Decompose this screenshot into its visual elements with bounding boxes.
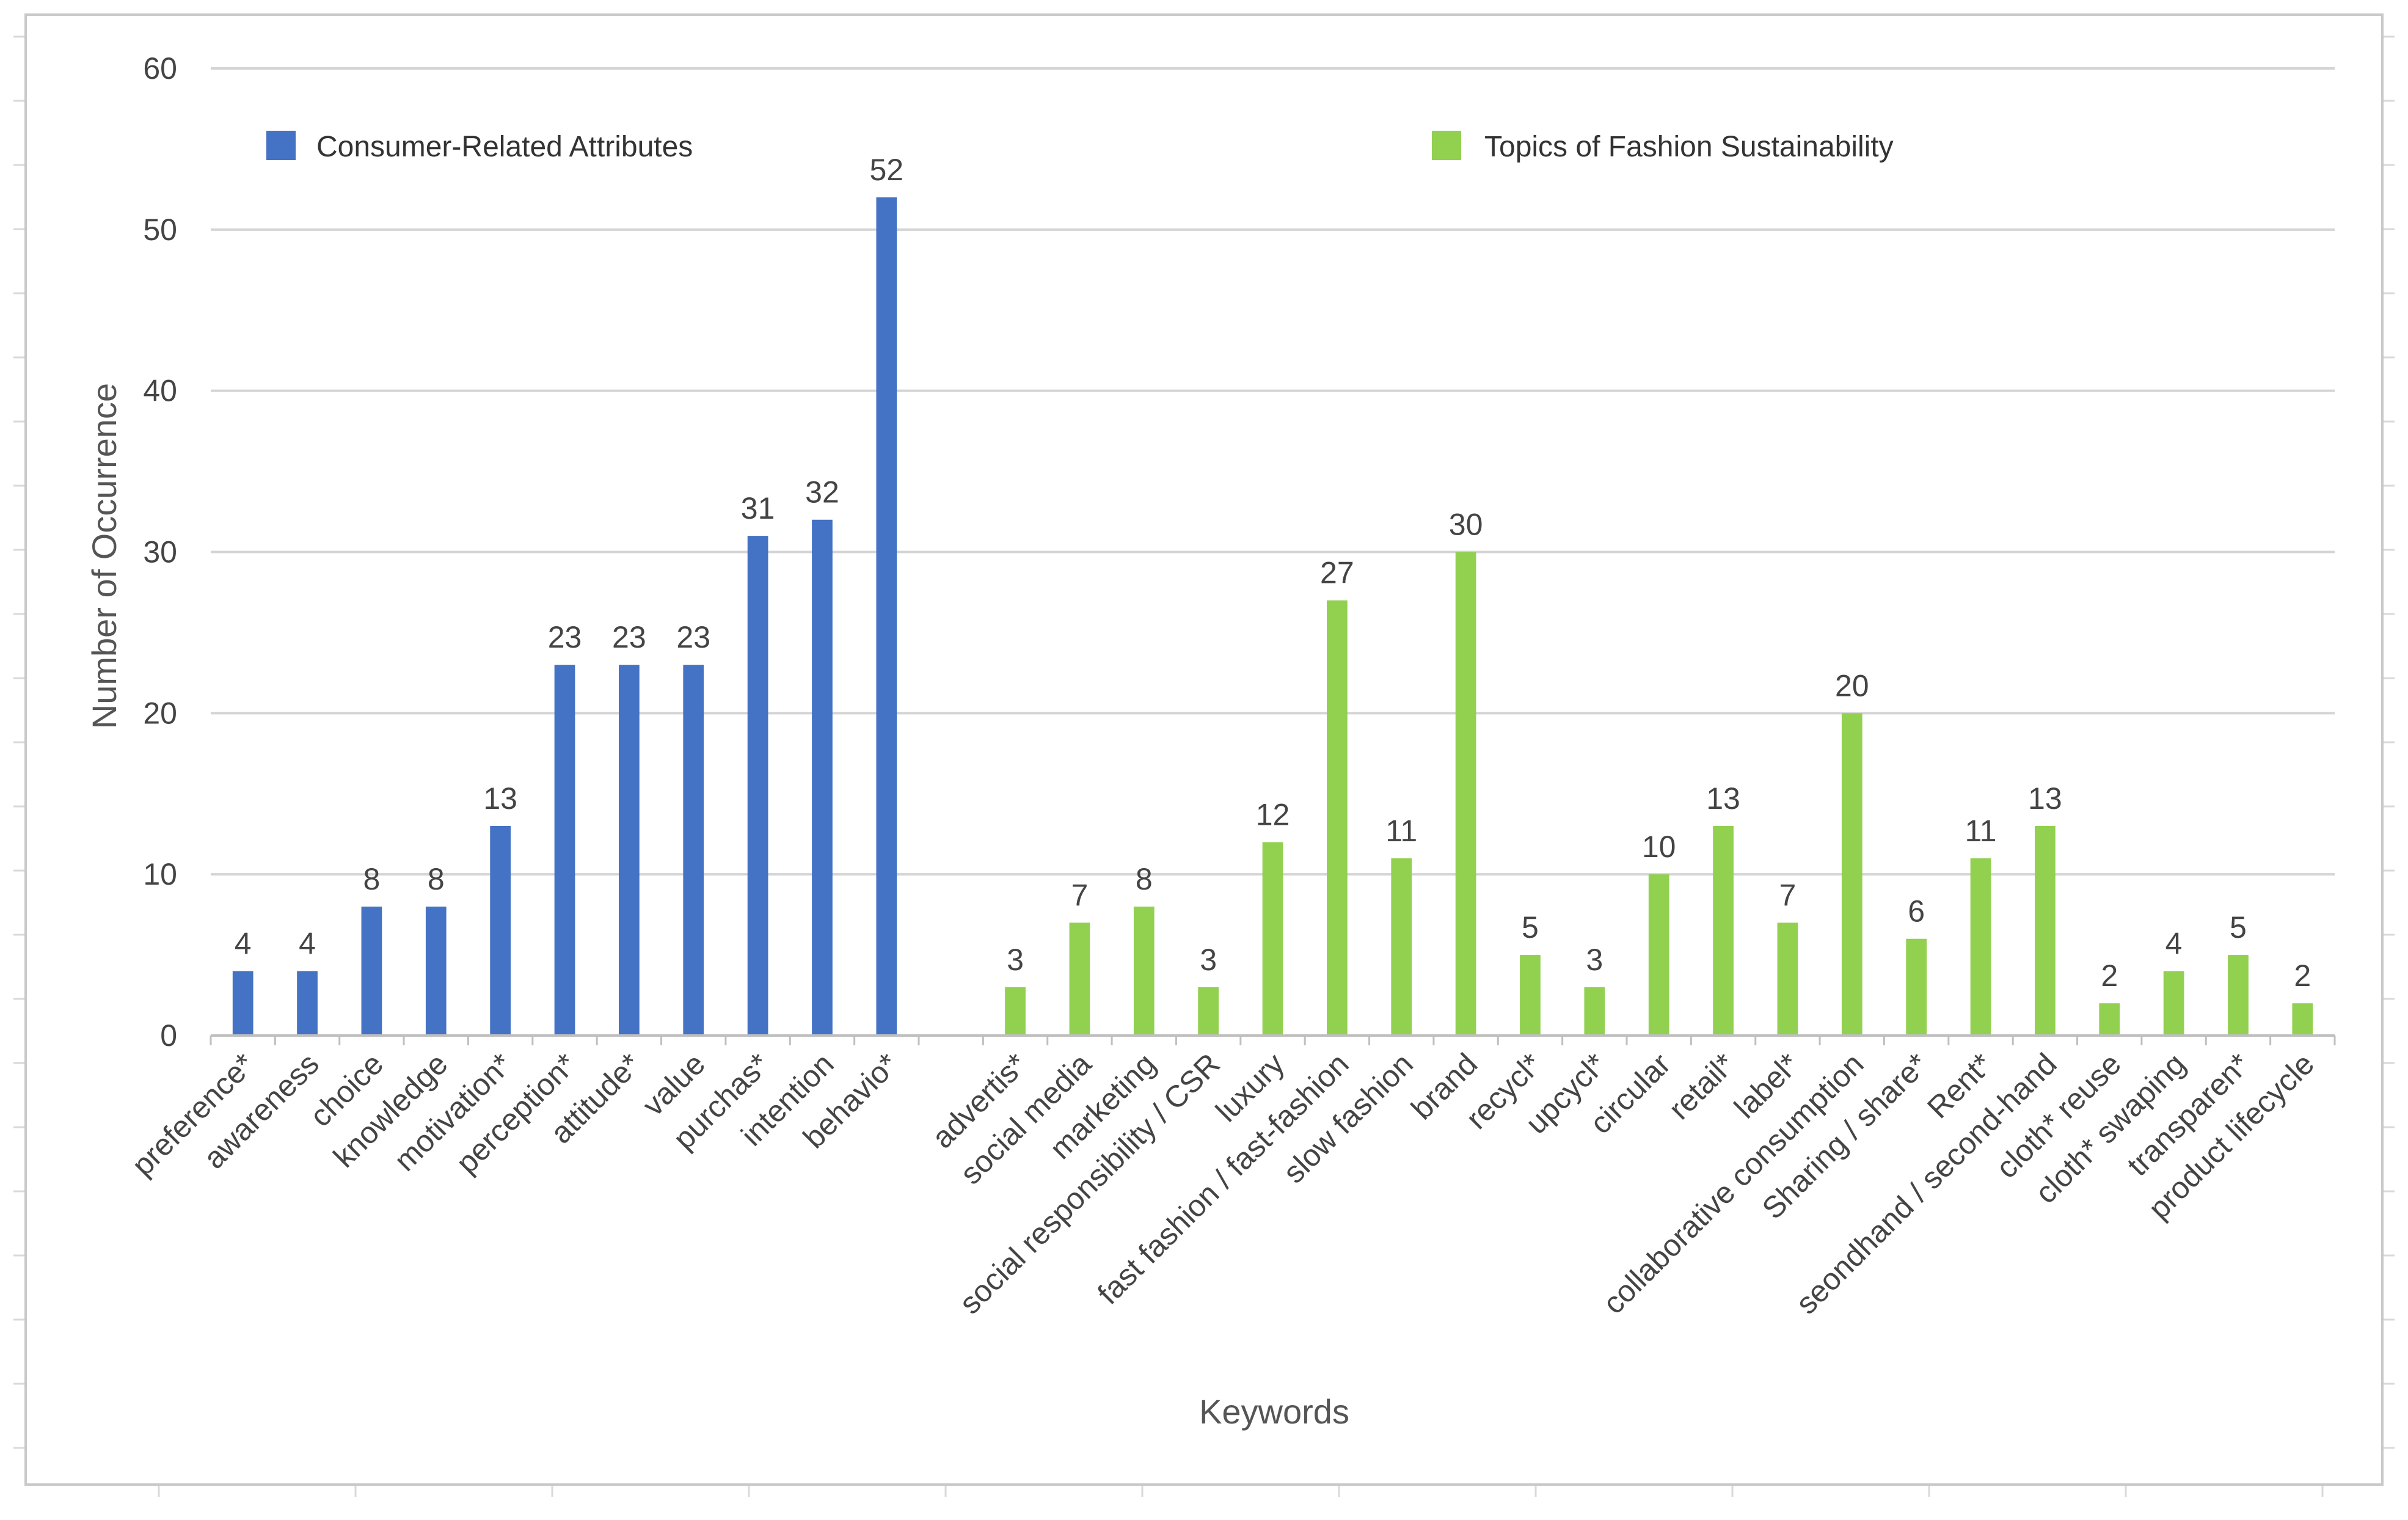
y-tick-label: 50 [143, 213, 177, 247]
data-label: 10 [1642, 830, 1676, 864]
data-label: 12 [1256, 797, 1290, 831]
y-axis-title: Number of Occurrence [85, 383, 123, 729]
bar-sustainability [1262, 842, 1283, 1036]
data-label: 20 [1835, 668, 1869, 703]
bar-consumer [425, 906, 447, 1036]
bar-sustainability [1455, 552, 1476, 1036]
bar-sustainability [1198, 987, 1219, 1036]
bar-sustainability [1391, 858, 1412, 1036]
bar-consumer [232, 971, 254, 1036]
data-label: 52 [870, 153, 904, 187]
data-label: 23 [548, 620, 582, 654]
data-label: 3 [1200, 943, 1217, 977]
y-tick-label: 40 [143, 374, 177, 408]
legend-label-consumer: Consumer-Related Attributes [316, 131, 693, 163]
bar-sustainability [1906, 938, 1927, 1036]
bar-sustainability [2228, 955, 2249, 1036]
data-label: 3 [1007, 943, 1024, 977]
legend-swatch-consumer [266, 131, 296, 160]
data-label: 23 [676, 620, 710, 654]
bar-consumer [297, 971, 318, 1036]
data-label: 5 [1522, 910, 1539, 945]
data-label: 8 [1136, 862, 1153, 896]
data-label: 2 [2101, 959, 2118, 993]
bar-sustainability [1713, 826, 1734, 1036]
legend-swatch-sustainability [1432, 131, 1461, 160]
data-label: 4 [235, 926, 252, 960]
y-tick-label: 20 [143, 696, 177, 730]
bar-consumer [812, 519, 833, 1036]
legend: Consumer-Related Attributes Topics of Fa… [266, 131, 1894, 163]
bar-sustainability [2099, 1003, 2120, 1036]
data-label: 7 [1779, 878, 1797, 912]
bar-sustainability [1970, 858, 1991, 1036]
bars [232, 197, 2313, 1036]
data-label: 11 [1385, 814, 1417, 848]
data-label: 4 [299, 926, 316, 960]
data-label: 7 [1071, 878, 1089, 912]
bar-consumer [876, 197, 897, 1036]
data-label: 11 [1965, 814, 1997, 848]
bar-sustainability [2163, 971, 2184, 1036]
bar-sustainability [1069, 923, 1090, 1036]
legend-label-sustainability: Topics of Fashion Sustainability [1484, 131, 1894, 163]
y-tick-label: 60 [143, 51, 177, 86]
bar-consumer [490, 826, 511, 1036]
bar-sustainability [1648, 874, 1669, 1036]
x-axis [210, 1034, 2336, 1045]
data-label: 2 [2294, 959, 2311, 993]
y-tick-label: 0 [160, 1018, 177, 1053]
bar-sustainability [2035, 826, 2056, 1036]
bar-sustainability [1520, 955, 1541, 1036]
bar-sustainability [2292, 1003, 2313, 1036]
bar-consumer [619, 665, 640, 1036]
y-tick-label: 30 [143, 535, 177, 569]
data-label: 13 [2028, 781, 2062, 816]
data-label: 31 [741, 491, 775, 525]
data-label: 4 [2165, 926, 2183, 960]
data-label: 3 [1586, 943, 1603, 977]
data-label: 13 [483, 781, 517, 816]
data-label: 5 [2230, 910, 2247, 945]
bar-consumer [747, 536, 768, 1036]
data-label: 27 [1320, 556, 1354, 590]
bar-sustainability [1777, 923, 1798, 1036]
data-label: 30 [1449, 508, 1483, 542]
y-tick-label: 10 [143, 857, 177, 891]
frame-tick-marks [13, 35, 2395, 1497]
data-label: 8 [428, 862, 445, 896]
data-label: 23 [612, 620, 646, 654]
bar-sustainability [1327, 600, 1348, 1036]
bar-sustainability [1133, 906, 1155, 1036]
data-label: 8 [363, 862, 381, 896]
y-tick-labels: 0 10 20 30 40 50 60 [143, 51, 177, 1053]
data-label: 13 [1706, 781, 1740, 816]
data-label: 32 [805, 475, 839, 510]
x-axis-title: Keywords [1199, 1392, 1349, 1431]
bar-sustainability [1584, 987, 1605, 1036]
bar-consumer [554, 665, 575, 1036]
bar-sustainability [1005, 987, 1026, 1036]
chart-frame [24, 13, 2384, 1486]
bar-consumer [683, 665, 704, 1036]
bar-consumer [361, 906, 382, 1036]
bar-sustainability [1841, 713, 1863, 1036]
data-label: 6 [1908, 894, 1925, 929]
